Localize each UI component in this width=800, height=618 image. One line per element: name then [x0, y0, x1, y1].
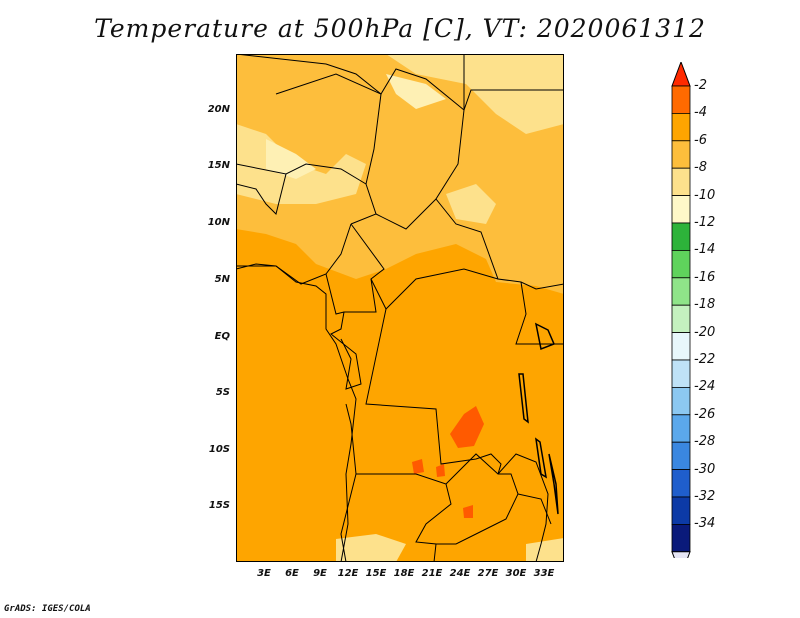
- lon-label-6e: 6E: [285, 568, 299, 579]
- lat-label-10n: 10N: [207, 217, 230, 228]
- lat-label-15s: 15S: [208, 500, 230, 511]
- coastline: [236, 265, 357, 562]
- colorbar-label: -2: [694, 78, 707, 93]
- lon-label-3e: 3E: [257, 568, 271, 579]
- colorbar-band: [671, 523, 691, 553]
- colorbar-label: -14: [694, 242, 716, 258]
- map-border: [236, 54, 564, 562]
- colorbar-label: -20: [694, 324, 716, 340]
- country-borders: [236, 54, 564, 562]
- colorbar-label: -26: [694, 406, 716, 422]
- colorbar-label: -30: [694, 461, 716, 477]
- colorbar-band: [671, 332, 691, 361]
- lon-label-24e: 24E: [449, 568, 471, 579]
- colorbar-band: [671, 469, 691, 498]
- lakes: [518, 322, 559, 515]
- colorbar-label: -10: [694, 187, 716, 203]
- colorbar-label: -24: [694, 379, 716, 395]
- colorbar-label: -12: [694, 215, 716, 230]
- lon-label-9e: 9E: [313, 568, 327, 579]
- coldest-zone: [266, 74, 446, 179]
- lon-label-30e: 30E: [505, 568, 527, 579]
- lon-label-12e: 12E: [337, 568, 359, 579]
- lon-label-15e: 15E: [365, 568, 387, 579]
- colorbar-label: -16: [694, 269, 716, 285]
- colorbar-band: [671, 113, 691, 142]
- map-area: [236, 54, 564, 562]
- lat-label-eq: EQ: [214, 331, 230, 342]
- grads-credit: GrADS: IGES/COLA: [4, 604, 91, 614]
- hot-spots: [412, 406, 484, 518]
- colorbar-label: -8: [694, 160, 707, 176]
- lon-label-18e: 18E: [393, 568, 415, 579]
- colorbar-band: [671, 140, 691, 169]
- colorbar-label: -22: [694, 352, 716, 367]
- colorbar-band: [671, 167, 691, 196]
- colorbar-top-triangle: [671, 62, 691, 87]
- colorbar-label: -34: [694, 516, 716, 532]
- colorbar-bottom-triangle: [671, 551, 691, 558]
- lat-label-20n: 20N: [207, 104, 230, 115]
- colorbar-band: [671, 496, 691, 525]
- colorbar-band: [671, 414, 691, 443]
- colorbar-band: [671, 359, 691, 388]
- colorbar-label: -32: [694, 489, 716, 504]
- lat-label-5n: 5N: [214, 274, 230, 285]
- lat-label-5s: 5S: [215, 387, 230, 398]
- lat-label-15n: 15N: [207, 160, 230, 171]
- colorbar-label: -28: [694, 434, 716, 450]
- colorbar-label: -6: [694, 132, 707, 148]
- colorbar-label: -4: [694, 105, 707, 121]
- colorbar-band: [671, 277, 691, 306]
- map-title: Temperature at 500hPa [C], VT: 202006131…: [94, 14, 706, 43]
- colorbar-band: [671, 85, 691, 114]
- lon-label-33e: 33E: [533, 568, 555, 579]
- lon-label-27e: 27E: [477, 568, 499, 579]
- lon-label-21e: 21E: [421, 568, 443, 579]
- colorbar-label: -18: [694, 297, 716, 313]
- colorbar-band: [671, 249, 691, 279]
- colorbar-band: [671, 441, 691, 471]
- lat-label-10s: 10S: [208, 444, 230, 455]
- colorbar-band: [671, 195, 691, 224]
- colorbar-band: [671, 222, 691, 251]
- colorbar: [671, 62, 691, 558]
- colorbar-band: [671, 386, 691, 416]
- colorbar-band: [671, 304, 691, 333]
